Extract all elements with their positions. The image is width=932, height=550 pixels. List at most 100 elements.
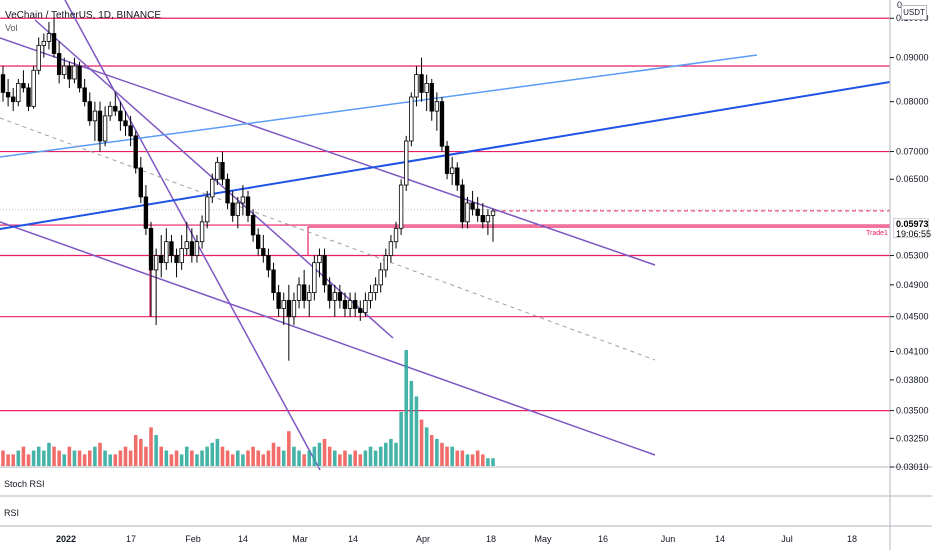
time-tick-label: 14: [715, 534, 725, 544]
volume-bar: [26, 454, 31, 466]
candle-body: [92, 110, 98, 122]
currency-selector[interactable]: USDT: [901, 5, 927, 20]
candle-body: [475, 208, 480, 216]
candle-body: [62, 65, 67, 76]
candle-body: [307, 292, 312, 301]
price-tick-label: 0.07000: [896, 147, 929, 157]
volume-bar: [179, 454, 184, 466]
volume-bar: [241, 454, 245, 466]
volume-bar: [11, 454, 15, 466]
volume-bar: [77, 450, 82, 466]
candle-body: [281, 300, 286, 309]
price-axis-top-mark: 0: [897, 0, 903, 10]
volume-bar: [139, 438, 143, 466]
candle-body: [368, 292, 373, 301]
candle-body: [113, 105, 118, 112]
candle-body: [419, 74, 424, 93]
channel-diagonal-line: [64, 0, 321, 471]
candlesticks: [0, 18, 496, 361]
volume-bar: [67, 446, 72, 466]
volume-bar: [195, 454, 199, 466]
candle-body: [266, 255, 271, 271]
volume-bar: [144, 446, 148, 466]
candle-body: [87, 101, 92, 122]
volume-bar: [103, 450, 107, 466]
volume-bar: [47, 442, 51, 466]
candle-body: [439, 101, 445, 147]
candle-body: [67, 65, 72, 80]
volume-bar: [72, 450, 77, 466]
candle-body: [26, 87, 31, 107]
volume-bar: [470, 454, 475, 466]
price-tick-label: 0.03800: [896, 375, 929, 385]
candle-body: [82, 87, 87, 103]
candle-body: [353, 300, 358, 309]
time-tick-label: Jun: [661, 534, 676, 544]
candle-body: [179, 248, 184, 264]
volume-bar: [82, 454, 87, 466]
volume-bar: [42, 450, 46, 466]
candle-body: [363, 300, 368, 313]
volume-bar: [266, 450, 271, 466]
price-tick-label: 0.08000: [896, 97, 929, 107]
volume-bar: [394, 442, 398, 466]
candle-body: [108, 105, 113, 117]
candle-body: [245, 196, 251, 216]
volume-bar: [36, 446, 41, 466]
volume-bar: [491, 458, 495, 466]
volume-bar: [445, 446, 449, 466]
candle-body: [225, 178, 230, 204]
price-tick-label: 0.05300: [896, 251, 929, 261]
candle-body: [301, 284, 307, 301]
candle-body: [449, 167, 455, 174]
volume-bar: [133, 435, 138, 466]
candle-body: [414, 74, 419, 98]
time-tick-label: 16: [598, 534, 608, 544]
price-tick-label: 0.06500: [896, 174, 929, 184]
volume-bar: [164, 450, 169, 466]
volume-bar: [409, 380, 414, 466]
volume-bar: [450, 446, 454, 466]
channel-upper-line: [0, 37, 656, 266]
volume-bar: [353, 450, 357, 466]
candle-body: [235, 202, 240, 216]
stoch-rsi-label: Stoch RSI: [4, 479, 45, 489]
volume-bar: [322, 438, 327, 466]
trade-label: Trade1: [866, 230, 888, 237]
volume-bar: [297, 450, 301, 466]
candle-body: [11, 96, 16, 103]
volume-bar: [317, 442, 322, 466]
price-tick-label: 0.04100: [896, 346, 929, 356]
volume-bar: [368, 446, 373, 466]
candle-body: [480, 215, 485, 223]
candle-body: [455, 167, 460, 186]
time-tick-label: 18: [847, 534, 857, 544]
time-tick-label: 2022: [56, 534, 76, 544]
time-tick-label: 17: [126, 534, 136, 544]
volume-bar: [429, 435, 434, 466]
volume-bar: [435, 438, 439, 466]
volume-bar: [236, 450, 240, 466]
volume-bar: [87, 450, 92, 466]
volume-bar: [159, 446, 164, 466]
volume-bar: [113, 454, 118, 466]
volume-bar: [378, 446, 383, 466]
candle-body: [128, 125, 133, 137]
time-tick-label: Mar: [292, 534, 308, 544]
volume-bars: [1, 350, 495, 466]
time-tick-label: Apr: [416, 534, 430, 544]
candle-body: [404, 140, 409, 186]
time-tick-label: Jul: [781, 534, 793, 544]
candle-body: [230, 202, 235, 216]
volume-bar: [225, 450, 230, 466]
candle-body: [444, 145, 450, 174]
volume-bar: [414, 396, 419, 466]
volume-bar: [348, 454, 352, 466]
volume-bar: [292, 446, 296, 466]
candle-body: [36, 44, 41, 71]
candle-body: [388, 241, 394, 256]
candle-body: [317, 255, 322, 264]
volume-bar: [98, 442, 102, 466]
